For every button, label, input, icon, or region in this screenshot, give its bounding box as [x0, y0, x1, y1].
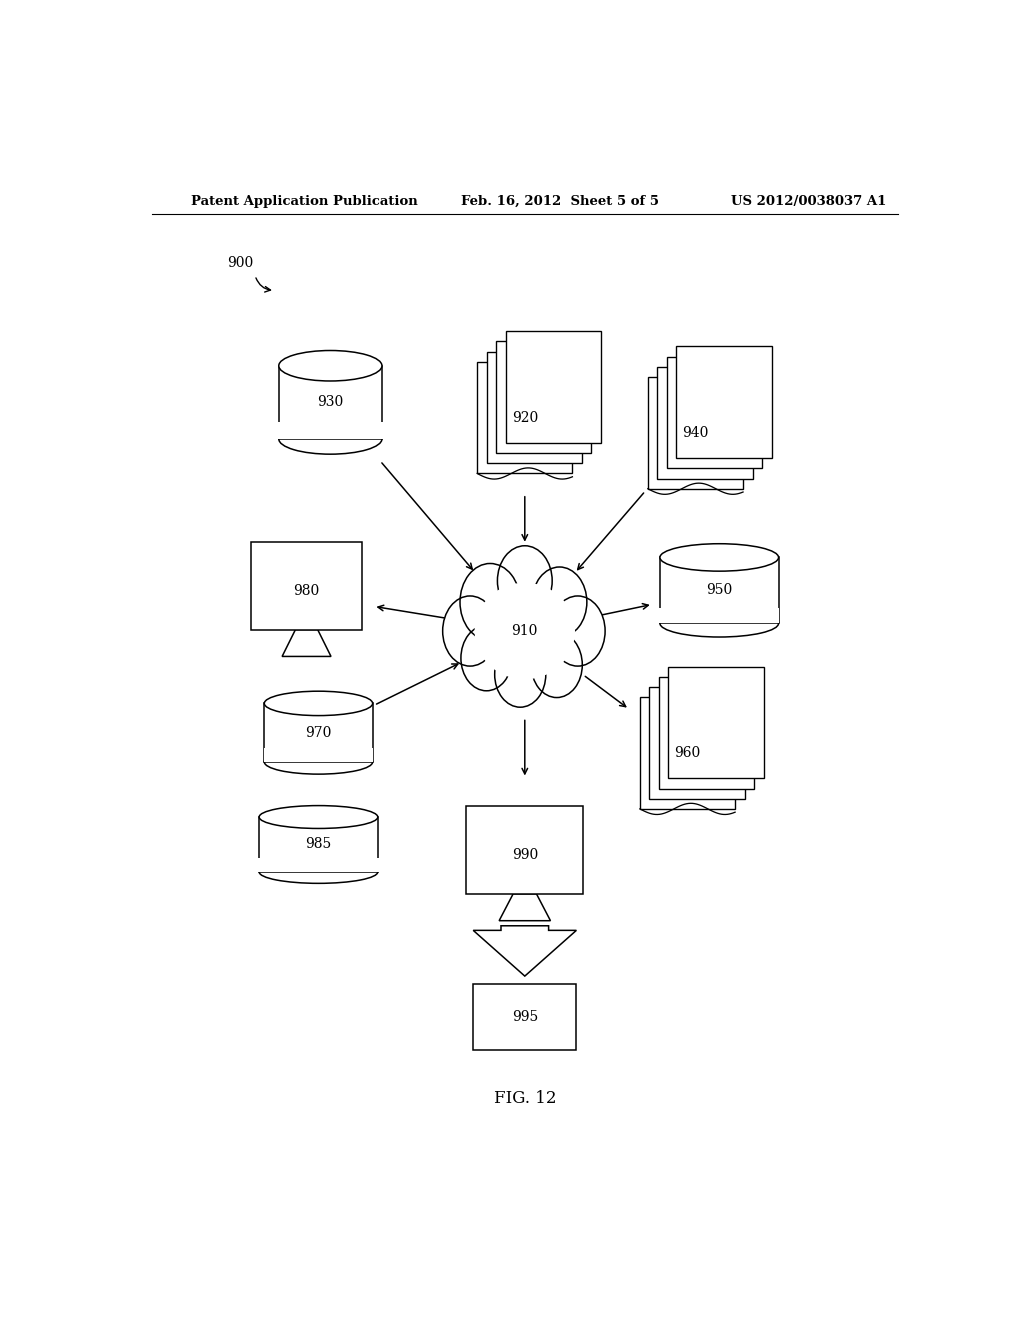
Text: 920: 920 [512, 411, 538, 425]
Text: 910: 910 [512, 624, 538, 638]
Ellipse shape [259, 805, 378, 829]
Ellipse shape [659, 610, 778, 638]
Text: 950: 950 [707, 583, 732, 598]
Bar [659, 557, 778, 623]
Bar [258, 858, 379, 873]
Text: 995: 995 [512, 1010, 538, 1024]
Bar [657, 367, 753, 479]
Bar [278, 421, 383, 440]
Bar [658, 677, 754, 788]
Bar [669, 667, 764, 779]
Circle shape [531, 632, 583, 697]
Circle shape [498, 545, 552, 616]
Circle shape [461, 626, 512, 690]
Bar [477, 362, 572, 474]
Text: 985: 985 [305, 837, 332, 851]
Circle shape [532, 568, 587, 638]
Text: Feb. 16, 2012  Sheet 5 of 5: Feb. 16, 2012 Sheet 5 of 5 [461, 194, 659, 207]
Bar [279, 366, 382, 440]
Polygon shape [499, 894, 551, 921]
Bar [667, 356, 762, 469]
Text: 930: 930 [317, 395, 343, 409]
Polygon shape [283, 630, 331, 656]
Ellipse shape [259, 861, 378, 883]
Text: US 2012/0038037 A1: US 2012/0038037 A1 [731, 194, 887, 207]
Bar [640, 697, 735, 809]
Text: 940: 940 [682, 426, 709, 440]
Text: 990: 990 [512, 847, 538, 862]
Ellipse shape [279, 424, 382, 454]
Bar [264, 704, 373, 762]
Ellipse shape [279, 351, 382, 381]
Bar [263, 747, 374, 762]
Ellipse shape [264, 750, 373, 774]
Bar [259, 817, 378, 873]
Bar [467, 807, 583, 894]
Circle shape [460, 564, 520, 640]
Text: 970: 970 [305, 726, 332, 739]
Ellipse shape [659, 544, 778, 572]
Bar [649, 686, 744, 799]
Polygon shape [473, 925, 577, 975]
Text: 960: 960 [675, 746, 700, 760]
Text: FIG. 12: FIG. 12 [494, 1090, 556, 1107]
Circle shape [442, 595, 498, 667]
Bar [648, 378, 743, 488]
Bar [251, 541, 362, 630]
Circle shape [550, 595, 605, 667]
Text: Patent Application Publication: Patent Application Publication [191, 194, 418, 207]
Ellipse shape [264, 692, 373, 715]
Ellipse shape [474, 582, 575, 680]
Circle shape [495, 642, 546, 708]
Text: 900: 900 [227, 256, 254, 271]
Bar [486, 351, 582, 463]
Bar [506, 331, 601, 444]
Bar [473, 985, 577, 1051]
Bar [677, 346, 772, 458]
Text: 980: 980 [294, 583, 319, 598]
Bar [497, 342, 592, 453]
Bar [659, 607, 779, 623]
